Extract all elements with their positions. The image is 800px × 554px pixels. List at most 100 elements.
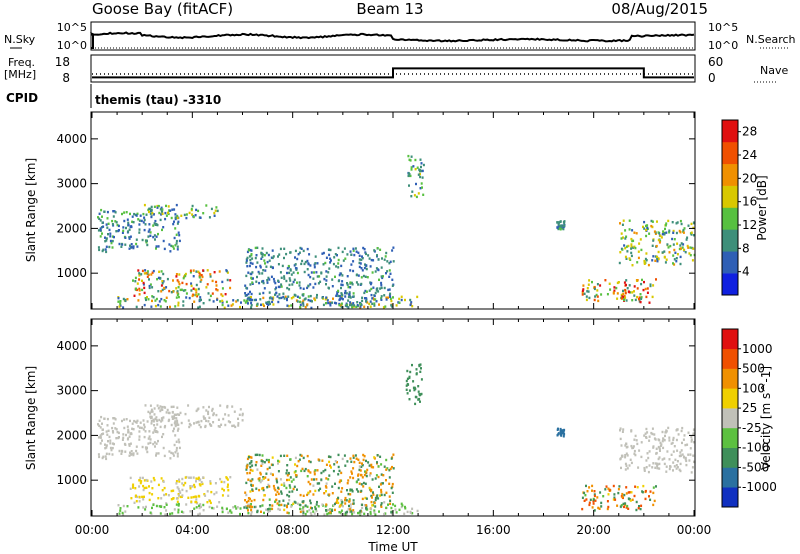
scatter-cell — [179, 288, 182, 292]
scatter-cell — [637, 507, 640, 510]
scatter-cell — [198, 495, 201, 498]
scatter-cell — [296, 271, 299, 275]
scatter-cell — [132, 221, 135, 224]
scatter-cell — [157, 232, 159, 236]
colorbar-tick-label: 8 — [742, 241, 750, 255]
scatter-cell — [661, 458, 664, 461]
scatter-cell — [297, 460, 300, 463]
scatter-cell — [325, 482, 328, 485]
scatter-cell — [607, 505, 610, 509]
scatter-cell — [308, 460, 311, 463]
scatter-cell — [313, 470, 316, 473]
scatter-cell — [653, 433, 656, 436]
scatter-cell — [687, 453, 690, 456]
scatter-cell — [145, 241, 148, 244]
scatter-cell — [163, 247, 166, 251]
scatter-cell — [659, 449, 661, 452]
scatter-cell — [332, 262, 335, 266]
scatter-cell — [280, 503, 283, 507]
colorbar-swatch — [722, 487, 738, 508]
scatter-cell — [420, 378, 423, 381]
scatter-cell — [627, 497, 630, 500]
scatter-cell — [299, 246, 302, 250]
scatter-cell — [309, 501, 312, 505]
scatter-cell — [149, 212, 152, 215]
scatter-cell — [380, 502, 383, 505]
scatter-cell — [374, 505, 377, 508]
scatter-cell — [135, 242, 138, 246]
scatter-cell — [621, 430, 624, 433]
scatter-cell — [248, 296, 251, 299]
scatter-cell — [365, 298, 368, 301]
scatter-cell — [338, 304, 341, 307]
scatter-cell — [359, 262, 362, 265]
scatter-cell — [125, 211, 128, 214]
scatter-cell — [642, 484, 645, 488]
scatter-cell — [216, 298, 219, 301]
scatter-cell — [121, 212, 123, 216]
scatter-cell — [176, 248, 179, 251]
scatter-cell — [557, 225, 560, 228]
scatter-cell — [688, 459, 691, 462]
scatter-cell — [160, 420, 163, 423]
scatter-cell — [330, 259, 332, 262]
x-tick-label: 12:00 — [376, 523, 411, 537]
y-tick-label: 3000 — [56, 177, 87, 191]
scatter-cell — [627, 491, 630, 494]
scatter-cell — [145, 505, 147, 509]
scatter-cell — [624, 255, 627, 259]
scatter-cell — [352, 295, 355, 298]
scatter-cell — [249, 283, 252, 286]
scatter-cell — [380, 504, 383, 507]
scatter-cell — [250, 484, 253, 487]
scatter-cell — [388, 275, 391, 278]
scatter-cell — [123, 219, 126, 223]
scatter-cell — [301, 500, 304, 503]
scatter-cell — [319, 280, 322, 283]
scatter-cell — [333, 256, 336, 259]
scatter-cell — [109, 442, 112, 445]
nsky-tick-top: 10^5 — [57, 21, 87, 34]
scatter-cell — [309, 283, 312, 286]
scatter-cell — [347, 285, 350, 289]
scatter-cell — [214, 482, 217, 485]
scatter-cell — [288, 277, 291, 280]
scatter-cell — [313, 297, 316, 300]
scatter-cell — [151, 506, 153, 510]
scatter-cell — [317, 458, 320, 461]
scatter-cell — [250, 499, 253, 503]
scatter-cell — [240, 301, 242, 304]
scatter-cell — [111, 219, 114, 223]
scatter-cell — [193, 507, 196, 510]
scatter-cell — [357, 251, 360, 254]
scatter-cell — [138, 500, 141, 503]
scatter-cell — [344, 502, 347, 505]
scatter-cell — [359, 510, 362, 513]
scatter-cell — [675, 467, 678, 470]
scatter-cell — [631, 229, 634, 232]
scatter-cell — [113, 210, 116, 213]
scatter-cell — [280, 276, 283, 279]
scatter-cell — [309, 482, 312, 486]
scatter-cell — [421, 169, 424, 173]
scatter-cell — [227, 483, 229, 486]
scatter-cell — [122, 433, 125, 436]
scatter-cell — [152, 431, 155, 434]
scatter-cell — [97, 453, 100, 456]
scatter-cell — [99, 227, 102, 230]
scatter-cell — [250, 508, 253, 512]
scatter-cell — [275, 479, 278, 482]
scatter-cell — [178, 494, 180, 497]
scatter-cell — [119, 507, 122, 510]
scatter-cell — [641, 490, 644, 493]
scatter-cell — [161, 435, 163, 439]
x-tick-label: 08:00 — [275, 523, 310, 537]
scatter-cell — [289, 251, 292, 254]
scatter-cell — [152, 224, 155, 227]
nsky-trace — [90, 31, 695, 49]
scatter-cell — [355, 488, 358, 491]
scatter-cell — [689, 453, 692, 456]
scatter-cell — [306, 286, 309, 290]
scatter-cell — [227, 511, 230, 514]
